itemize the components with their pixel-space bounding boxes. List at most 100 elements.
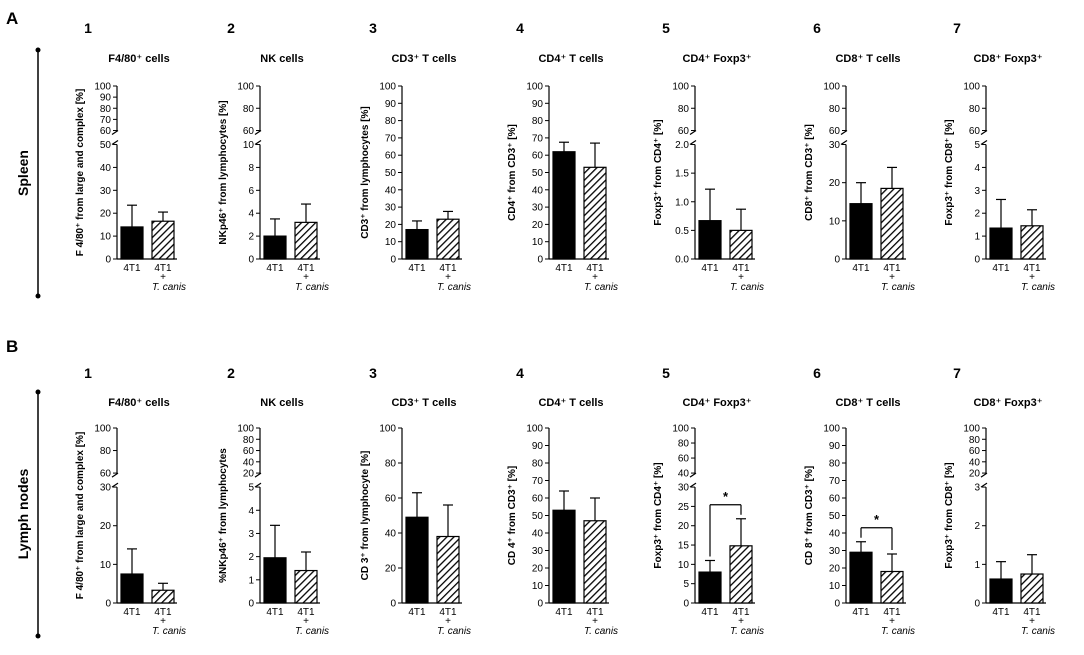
bracket-dot (35, 293, 41, 299)
y-tick-label: 0 (537, 599, 543, 610)
y-tick-label: 40 (969, 457, 981, 468)
x-category-label: 4T1 + T. canis (437, 263, 471, 293)
y-tick-label: 0 (248, 599, 254, 610)
y-tick-label: 4 (974, 163, 980, 174)
axis-break-mark (689, 472, 697, 478)
x-category-label: 4T1 + T. canis (1021, 607, 1055, 637)
y-tick-label: 5 (248, 483, 254, 494)
x-category-label: 4T1 + T. canis (881, 607, 915, 637)
x-category-label: 4T1 + T. canis (881, 263, 915, 293)
y-tick-label: 0 (390, 599, 396, 610)
bar-4t1-t-canis (1020, 225, 1044, 260)
chart-a-5: 0.0 0.5 1.0 1.5 2.0 60 80 100 4T1 4T1 + T. canis 5 CD… (653, 20, 764, 293)
y-tick-label: 80 (829, 459, 841, 470)
y-tick-label: 10 (532, 581, 544, 592)
y-tick-label: 60 (385, 151, 397, 162)
y-tick-label: 100 (672, 82, 689, 93)
y-tick-label: 60 (829, 126, 841, 137)
y-axis-label: CD 3⁺ from lymphocyte [%] (360, 451, 371, 581)
y-tick-label: 20 (678, 521, 690, 532)
y-tick-label: 100 (526, 424, 543, 435)
y-tick-label: 10 (678, 560, 690, 571)
y-axis-label: CD4⁺ from CD3⁺ [%] (507, 124, 518, 221)
chart-title: CD8⁺ Foxp3⁺ (973, 53, 1042, 65)
y-tick-label: 60 (100, 469, 112, 480)
y-tick-label: 50 (100, 140, 112, 151)
y-tick-label: 60 (969, 126, 981, 137)
x-category-label: 4T1 + T. canis (152, 263, 186, 293)
axis-break-mark (980, 130, 988, 136)
y-tick-label: 20 (385, 564, 397, 575)
y-tick-label: 1 (974, 560, 980, 571)
axis-break-mark (254, 140, 262, 146)
y-axis-label: Foxp3⁺ from CD4⁺ [%] (653, 119, 664, 225)
panel-number: 1 (84, 365, 92, 381)
x-category-label: 4T1 + T. canis (584, 263, 618, 293)
bar-4t1 (405, 516, 429, 604)
panel-number: 2 (227, 365, 235, 381)
y-tick-label: 80 (969, 435, 981, 446)
y-tick-label: 10 (385, 237, 397, 248)
y-tick-label: 4 (248, 506, 254, 517)
bar-4t1-t-canis (583, 166, 607, 260)
chart-title: F4/80⁺ cells (108, 53, 169, 65)
y-tick-label: 60 (100, 126, 112, 137)
y-tick-label: 15 (678, 541, 690, 552)
y-tick-label: 4 (248, 209, 254, 220)
axis-break-mark (840, 130, 848, 136)
y-tick-label: 2.0 (675, 140, 689, 151)
y-tick-label: 0 (248, 255, 254, 266)
y-axis-label: CD 4⁺ from CD3⁺ [%] (507, 466, 518, 565)
y-tick-label: 100 (526, 82, 543, 93)
y-tick-label: 70 (532, 476, 544, 487)
axis-break-mark (254, 130, 262, 136)
bar-4t1 (552, 151, 576, 260)
y-tick-label: 100 (94, 82, 111, 93)
y-tick-label: 40 (385, 529, 397, 540)
chart-title: CD4⁺ T cells (538, 397, 603, 409)
y-tick-label: 10 (829, 581, 841, 592)
y-tick-label: 20 (243, 469, 255, 480)
bar-4t1 (120, 226, 144, 260)
panel-letter-b: B (6, 337, 18, 356)
chart-title: CD8⁺ T cells (835, 53, 900, 65)
chart-b-4: 0 10 20 30 40 50 60 70 80 90 100 4T1 4T1 + T. canis 4 CD… (507, 365, 618, 637)
bar-4t1-t-canis (880, 570, 904, 604)
y-tick-label: 80 (385, 459, 397, 470)
y-tick-label: 1 (974, 232, 980, 243)
x-category-label: 4T1 (852, 263, 870, 274)
y-axis-label: CD3⁺ from lymphocytes [%] (360, 106, 371, 239)
x-category-label: 4T1 (266, 607, 284, 618)
significance-marker: * (874, 512, 880, 527)
panel-number: 3 (369, 365, 377, 381)
bar-4t1 (698, 571, 722, 604)
y-tick-label: 0 (105, 255, 111, 266)
axis-break-mark (111, 482, 119, 488)
bar-4t1 (263, 557, 287, 604)
y-tick-label: 0 (834, 599, 840, 610)
y-tick-label: 80 (243, 435, 255, 446)
y-tick-label: 40 (532, 529, 544, 540)
bar-4t1 (552, 509, 576, 604)
x-category-label: 4T1 (701, 263, 719, 274)
y-tick-label: 30 (829, 140, 841, 151)
y-tick-label: 90 (532, 441, 544, 452)
x-category-label: 4T1 (992, 607, 1010, 618)
y-tick-label: 60 (678, 454, 690, 465)
bar-4t1-t-canis (729, 545, 753, 604)
bar-4t1-t-canis (436, 535, 460, 604)
axis-break-mark (254, 482, 262, 488)
y-tick-label: 90 (385, 99, 397, 110)
axis-break-mark (111, 130, 119, 136)
chart-b-6: 0 10 20 30 40 50 60 70 80 90 100 4T1 4T1 + T. canis * 6 C… (804, 365, 915, 637)
chart-a-2: 0 2 4 6 8 10 60 80 100 4T1 4T1 + T. canis 2 NK cells NK… (218, 20, 329, 293)
panel-number: 5 (662, 365, 670, 381)
y-tick-label: 60 (243, 126, 255, 137)
axis-break-mark (840, 140, 848, 146)
y-tick-label: 30 (385, 203, 397, 214)
chart-title: CD3⁺ T cells (391, 53, 456, 65)
y-tick-label: 0 (683, 599, 689, 610)
